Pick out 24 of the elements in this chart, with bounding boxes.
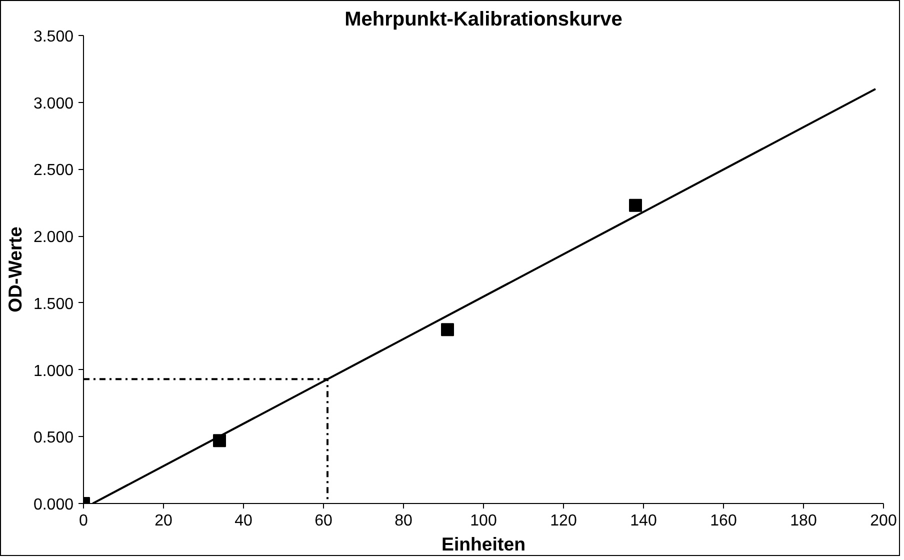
x-tick-label: 20 bbox=[154, 512, 172, 530]
y-axis-title: OD-Werte bbox=[4, 226, 26, 312]
x-tick-label: 60 bbox=[314, 512, 332, 530]
y-tick-label: 2.500 bbox=[33, 162, 74, 180]
chart-title: Mehrpunkt-Kalibrationskurve bbox=[344, 8, 622, 30]
y-tick-label: 0.500 bbox=[33, 430, 74, 447]
x-axis-title: Einheiten bbox=[442, 534, 526, 554]
x-tick-label: 0 bbox=[79, 512, 88, 530]
x-tick-label: 140 bbox=[630, 512, 657, 530]
x-tick-label: 80 bbox=[394, 512, 412, 530]
y-tick-label: 0.000 bbox=[33, 496, 74, 514]
y-tick-label: 3.000 bbox=[33, 95, 74, 112]
point bbox=[441, 323, 454, 336]
x-tick-label: 120 bbox=[550, 512, 577, 530]
y-tick-label: 1.500 bbox=[33, 296, 74, 313]
y-tick-label: 1.000 bbox=[33, 362, 74, 380]
y-tick-label: 3.500 bbox=[33, 28, 74, 46]
x-tick-label: 200 bbox=[870, 512, 897, 530]
x-tick-label: 40 bbox=[234, 512, 252, 530]
x-tick-label: 100 bbox=[470, 512, 497, 530]
x-tick-label: 160 bbox=[710, 512, 737, 530]
y-tick-label: 2.000 bbox=[33, 229, 74, 246]
point bbox=[629, 198, 642, 212]
x-tick-label: 180 bbox=[790, 512, 817, 530]
